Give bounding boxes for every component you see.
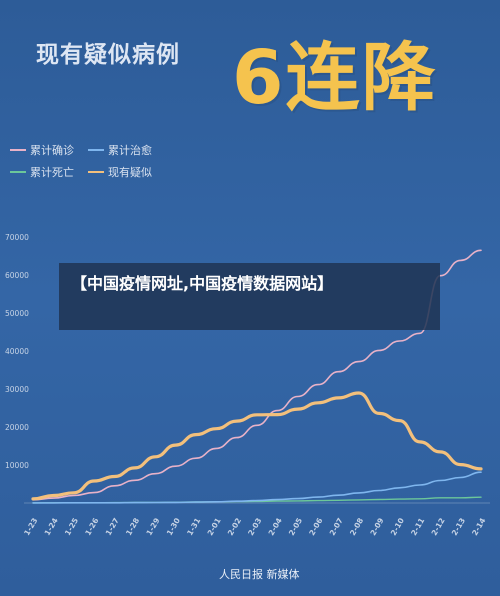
legend-swatch-deaths — [10, 171, 26, 173]
x-tick-label: 1-28 — [124, 516, 141, 537]
x-tick-label: 2-06 — [307, 516, 324, 537]
headline-small: 现有疑似病例 — [36, 42, 180, 68]
series-line-confirmed — [32, 249, 482, 501]
x-tick-label: 2-14 — [470, 516, 487, 537]
x-tick-label: 2-12 — [430, 516, 447, 537]
y-tick-label: 50000 — [5, 309, 29, 318]
x-tick-label: 2-04 — [267, 516, 284, 537]
y-tick-label: 70000 — [5, 233, 29, 242]
x-tick-label: 2-07 — [328, 516, 345, 537]
x-tick-label: 2-11 — [409, 516, 426, 537]
legend-item-recovered: 累计治愈 — [88, 142, 152, 158]
y-tick-label: 40000 — [5, 347, 29, 356]
x-tick-label: 2-13 — [450, 516, 467, 537]
legend-label-deaths: 累计死亡 — [30, 166, 74, 179]
x-tick-label: 1-26 — [83, 516, 100, 537]
legend-swatch-confirmed — [10, 149, 26, 151]
source-credit: 人民日报 新媒体 — [219, 568, 300, 581]
legend-item-confirmed: 累计确诊 — [10, 142, 74, 158]
x-tick-label: 2-02 — [226, 516, 243, 537]
legend-swatch-suspected — [88, 171, 104, 173]
x-tick-label: 1-25 — [63, 516, 80, 537]
series-line-recovered — [32, 471, 482, 504]
x-tick-label: 1-23 — [22, 516, 39, 537]
x-tick-label: 2-09 — [368, 516, 385, 537]
x-tick-label: 1-31 — [185, 516, 202, 537]
headline-big: 6连降 — [232, 35, 438, 121]
y-tick-label: 10000 — [5, 461, 29, 470]
x-tick-label: 2-01 — [206, 516, 223, 537]
x-tick-label: 2-08 — [348, 516, 365, 537]
x-tick-label: 2-03 — [246, 516, 263, 537]
legend-item-suspected: 现有疑似 — [88, 164, 152, 180]
legend-label-recovered: 累计治愈 — [108, 144, 152, 157]
x-tick-label: 1-24 — [43, 516, 60, 537]
legend-label-suspected: 现有疑似 — [108, 166, 152, 179]
overlay-banner: 【中国疫情网址,中国疫情数据网站】 — [59, 263, 440, 330]
legend-label-confirmed: 累计确诊 — [30, 144, 74, 157]
x-tick-label: 1-27 — [104, 516, 121, 537]
x-tick-label: 1-30 — [165, 516, 182, 537]
y-tick-label: 20000 — [5, 423, 29, 432]
series-line-suspected — [31, 391, 483, 501]
legend-swatch-recovered — [88, 149, 104, 151]
y-tick-label: 30000 — [5, 385, 29, 394]
legend-item-deaths: 累计死亡 — [10, 164, 74, 180]
x-tick-label: 2-10 — [389, 516, 406, 537]
x-tick-label: 2-05 — [287, 516, 304, 537]
x-tick-label: 1-29 — [144, 516, 161, 537]
y-tick-label: 60000 — [5, 271, 29, 280]
